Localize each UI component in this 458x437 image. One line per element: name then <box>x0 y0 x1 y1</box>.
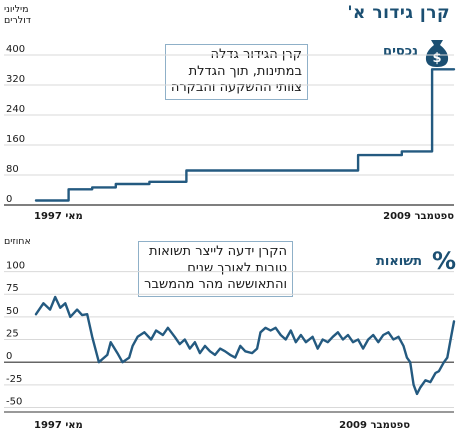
returns-unit-label: אחוזים <box>4 236 31 247</box>
assets-note: קרן הגידור גדלה במתינות, תוך הגדלת צוותי… <box>164 44 308 100</box>
y-tick-label: 0 <box>6 194 12 205</box>
y-tick-label: 320 <box>6 74 25 85</box>
returns-date-end: ספטמבר 2009 <box>339 420 410 431</box>
assets-unit-label: מיליוני דולרים <box>4 4 31 26</box>
returns-note-line: והתאוששה מהר מהמשבר <box>144 277 287 292</box>
y-tick-label: 80 <box>6 164 19 175</box>
series-line <box>34 68 456 202</box>
y-tick-label: 400 <box>6 44 25 55</box>
series-line <box>34 295 456 396</box>
returns-date-start: מאי 1997 <box>34 420 83 431</box>
assets-note-line: צוותי ההשקעה והבקרה <box>170 80 302 95</box>
y-tick-label: 0 <box>6 351 12 362</box>
y-tick-label: 50 <box>6 306 19 317</box>
returns-section-label: תשואות <box>375 254 422 269</box>
assets-date-end: ספטמבר 2009 <box>383 211 454 222</box>
returns-note: הקרן ידעה לייצר תשואות טובות לאורך שנים … <box>138 241 293 297</box>
assets-note-line: במתינות, תוך הגדלת <box>188 63 302 79</box>
assets-date-start: מאי 1997 <box>34 211 83 222</box>
y-tick-label: -25 <box>6 374 22 385</box>
y-tick-label: 100 <box>6 261 25 272</box>
y-tick-label: 240 <box>6 104 25 115</box>
chart-title: קרן גידור א' <box>347 3 450 23</box>
y-tick-label: 160 <box>6 134 25 145</box>
y-tick-label: 25 <box>6 329 19 340</box>
y-tick-label: 75 <box>6 283 19 294</box>
y-tick-label: -50 <box>6 396 22 407</box>
returns-note-line: הקרן ידעה לייצר תשואות <box>149 244 287 259</box>
